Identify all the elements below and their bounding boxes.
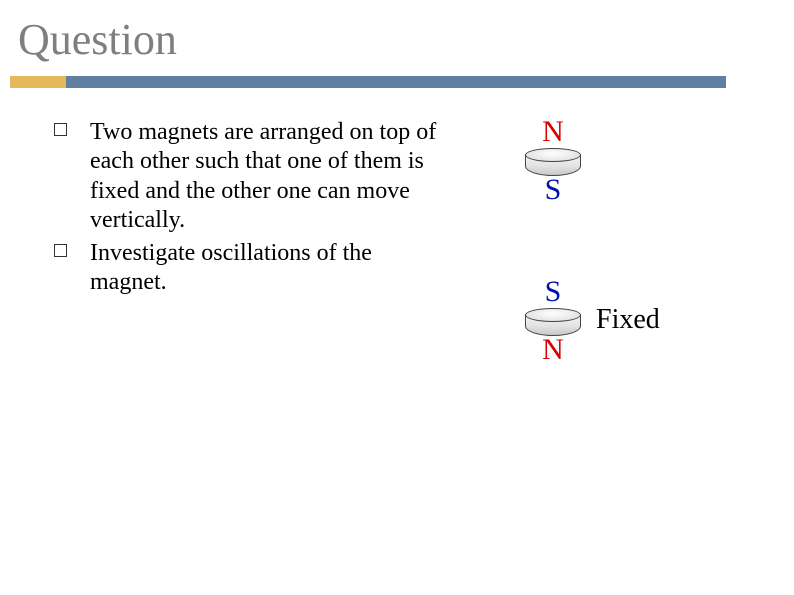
pole-label-s: S [518,280,588,308]
bullet-text: Investigate oscillations of the magnet. [90,240,372,295]
slide: Question Two magnets are arranged on top… [0,0,794,595]
pole-label-s: S [518,178,588,206]
pole-label-n: N [518,120,588,148]
underline-accent [10,76,66,88]
cylinder-icon [525,308,581,338]
square-bullet-icon [54,123,67,136]
slide-title: Question [18,18,177,62]
list-item: Two magnets are arranged on top of each … [54,118,454,235]
content-area: Two magnets are arranged on top of each … [54,118,454,302]
list-item: Investigate oscillations of the magnet. [54,239,454,298]
pole-label-n: N [518,338,588,366]
top-magnet: N S [518,120,588,240]
cylinder-icon [525,148,581,178]
title-underline [0,76,794,88]
bottom-magnet: S N [518,280,588,400]
square-bullet-icon [54,244,67,257]
underline-main [66,76,726,88]
bullet-text: Two magnets are arranged on top of each … [90,119,436,233]
bullet-list: Two magnets are arranged on top of each … [54,118,454,298]
fixed-label: Fixed [596,304,660,336]
magnets-diagram: N S S N Fixed [502,120,712,400]
